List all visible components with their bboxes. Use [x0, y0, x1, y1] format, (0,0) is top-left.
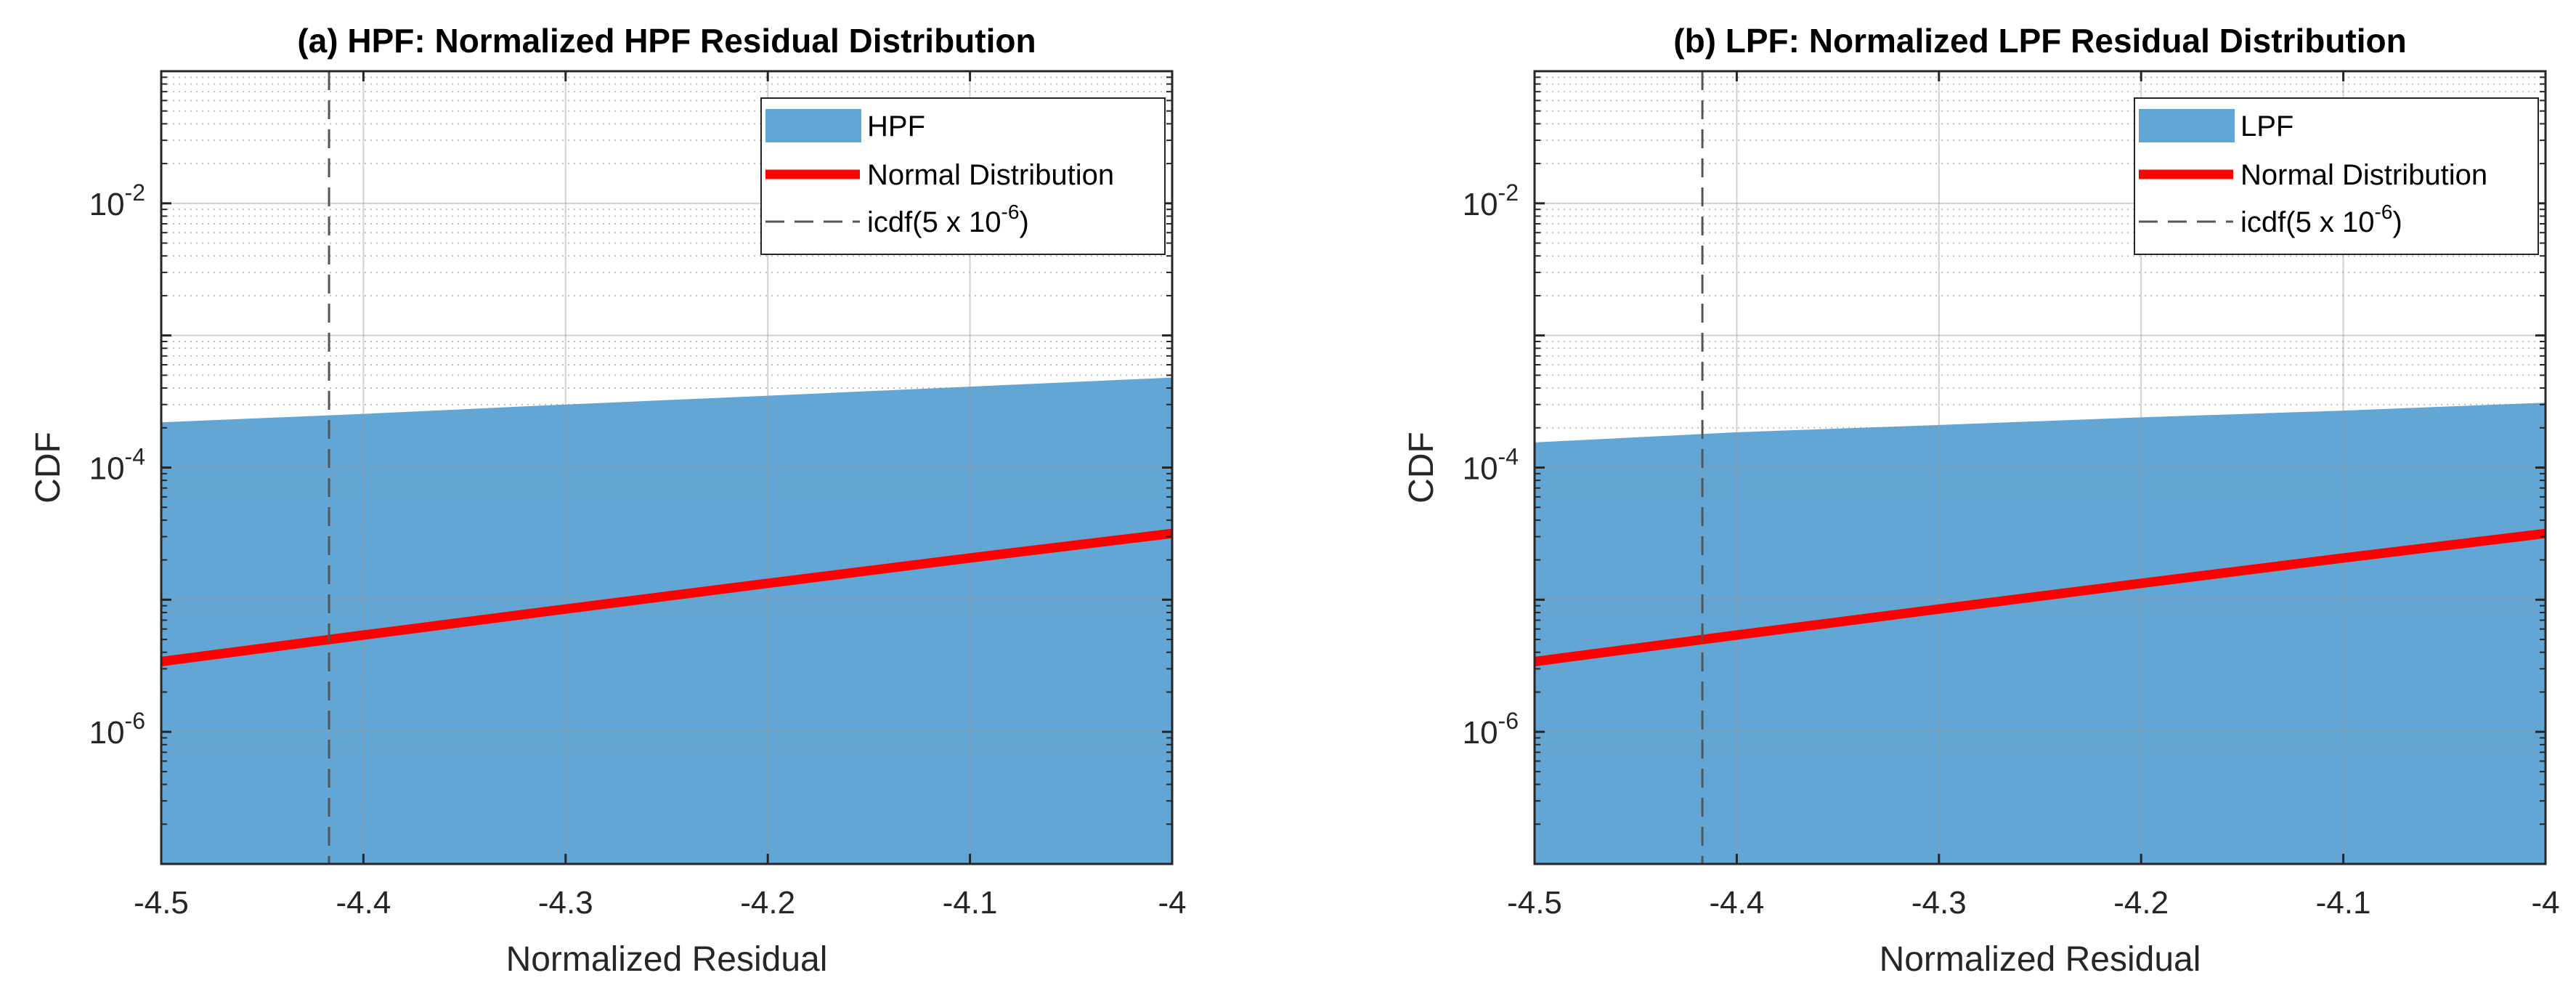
y-axis-label: CDF — [29, 432, 68, 504]
x-tick-label: -4.4 — [1709, 885, 1764, 921]
legend-label: HPF — [867, 110, 925, 142]
x-tick-label: -4.1 — [943, 885, 998, 921]
x-axis-label: Normalized Residual — [1880, 940, 2201, 979]
x-tick-label: -4 — [2531, 885, 2559, 921]
legend-label: LPF — [2240, 110, 2293, 142]
x-tick-label: -4.3 — [1911, 885, 1967, 921]
x-tick-label: -4.4 — [336, 885, 391, 921]
legend-label: Normal Distribution — [867, 159, 1114, 191]
x-axis-label: Normalized Residual — [506, 940, 828, 979]
x-tick-label: -4.5 — [134, 885, 189, 921]
x-tick-label: -4.3 — [538, 885, 593, 921]
y-tick-label: 10-4 — [1463, 444, 1519, 487]
legend: HPF Normal Distribution icdf(5 x 10-6) — [760, 97, 1166, 255]
y-tick-label: 10-2 — [89, 179, 145, 222]
major-grid — [1534, 71, 2546, 864]
y-tick-label: 10-4 — [89, 444, 145, 487]
y-axis-label: CDF — [1402, 432, 1441, 504]
legend-swatch-area — [2139, 109, 2235, 142]
legend-label: icdf(5 x 10-6) — [2240, 201, 2402, 238]
chart-panel-b: -4.5 -4.4 -4.3 -4.2 -4.1 -4 10-6 10-4 10-2 (b) LP… — [1402, 22, 2560, 979]
legend-label: icdf(5 x 10-6) — [867, 201, 1029, 238]
y-tick-label: 10-6 — [89, 708, 145, 751]
legend-swatch-area — [765, 109, 861, 142]
area-lpf — [1535, 403, 2545, 864]
x-tick-label: -4 — [1158, 885, 1186, 921]
y-tick-label: 10-2 — [1463, 179, 1519, 222]
x-tick-label: -4.5 — [1507, 885, 1562, 921]
chart-title: (a) HPF: Normalized HPF Residual Distrib… — [297, 22, 1036, 60]
x-tick-label: -4.1 — [2316, 885, 2371, 921]
chart-title: (b) LPF: Normalized LPF Residual Distrib… — [1673, 22, 2406, 60]
legend: LPF Normal Distribution icdf(5 x 10-6) — [2134, 97, 2539, 255]
x-tick-label: -4.2 — [740, 885, 795, 921]
legend-label: Normal Distribution — [2240, 159, 2487, 191]
x-tick-label: -4.2 — [2113, 885, 2169, 921]
y-tick-label: 10-6 — [1463, 708, 1519, 751]
chart-panel-a: -4.5 -4.4 -4.3 -4.2 -4.1 -4 10-6 10-4 10-2 (a) HP… — [29, 22, 1187, 979]
